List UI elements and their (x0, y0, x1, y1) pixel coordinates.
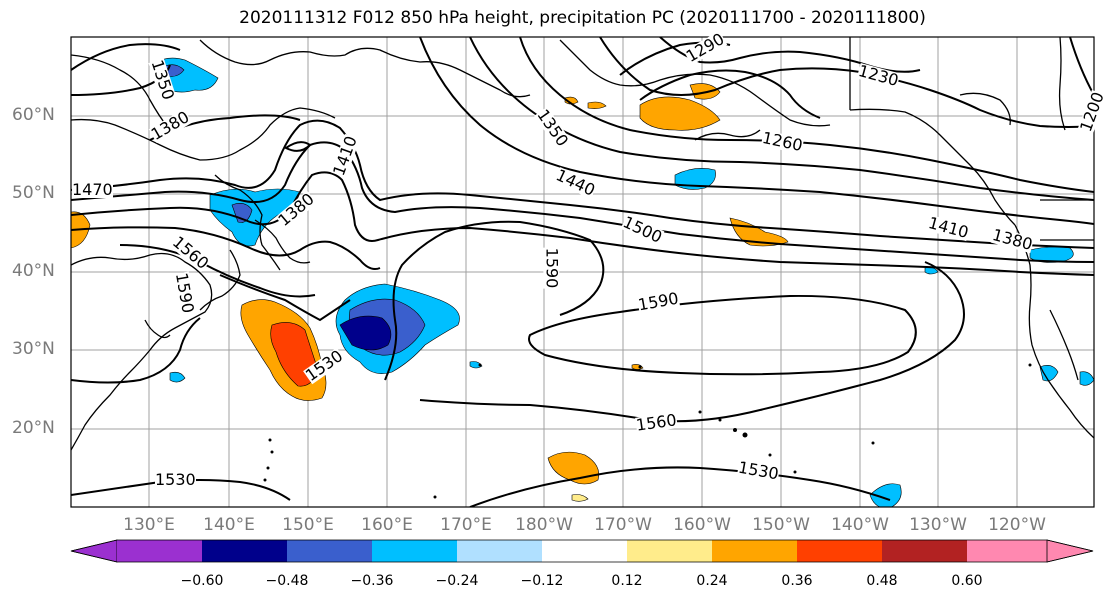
contour-label: 1380 (147, 107, 193, 144)
islands (263, 363, 1032, 499)
lon-label: 150°W (752, 515, 810, 535)
lon-label: 130°E (123, 515, 175, 535)
colorbar-tick-label: 0.12 (611, 573, 643, 589)
lat-label: 50°N (12, 183, 55, 203)
contour-label: 1290 (682, 29, 728, 66)
contour-label: 1560 (168, 232, 213, 273)
colorbar-tick-label: 0.60 (951, 573, 983, 589)
lon-label: 170°W (594, 515, 652, 535)
lon-label: 120°W (988, 515, 1046, 535)
contour-label: 1530 (301, 346, 347, 386)
contour-label: 1380 (990, 225, 1035, 254)
colorbar-bin (372, 540, 457, 562)
contour-label: 1470 (72, 180, 113, 199)
lon-label: 180°W (515, 515, 573, 535)
colorbar-tick-label: −0.24 (435, 573, 479, 589)
contour-label: 1590 (636, 288, 680, 315)
precip-negative-shading (153, 57, 1094, 507)
colorbar-bin (117, 540, 202, 562)
lat-label: 20°N (12, 418, 55, 438)
lon-label: 140°E (203, 515, 255, 535)
contour-label: 1230 (856, 61, 901, 90)
colorbar-bin (627, 540, 712, 562)
contour-label: 1410 (328, 133, 361, 179)
contour-label: 1440 (553, 165, 599, 200)
lon-label: 170°E (440, 515, 492, 535)
colorbar-tick-label: −0.12 (520, 573, 564, 589)
lon-label: 130°W (909, 515, 967, 535)
colorbar-tick-label: 0.48 (866, 573, 898, 589)
contour-label: 1260 (760, 127, 805, 156)
lat-label: 30°N (12, 339, 55, 359)
colorbar-bin (967, 540, 1047, 562)
lat-label: 40°N (12, 261, 55, 281)
contour-label: 1350 (533, 105, 573, 150)
lon-label: 140°W (831, 515, 889, 535)
contour-label: 1560 (634, 410, 678, 435)
colorbar-bin (882, 540, 967, 562)
colorbar-bin (287, 540, 372, 562)
contour-label: 1200 (1075, 89, 1105, 135)
colorbar-tick-label: −0.60 (180, 573, 224, 589)
colorbar-bin (712, 540, 797, 562)
lon-label: 160°E (361, 515, 413, 535)
map-title: 2020111312 F012 850 hPa height, precipit… (239, 8, 926, 28)
contour-label: 1590 (542, 247, 562, 289)
colorbar-bin (797, 540, 882, 562)
colorbar-tick-label: −0.36 (350, 573, 394, 589)
contour-label: 1410 (926, 213, 971, 242)
colorbar-tick-label: 0.36 (781, 573, 813, 589)
colorbar-bin (202, 540, 287, 562)
colorbar-bin (457, 540, 542, 562)
contour-label: 1590 (171, 271, 198, 315)
lat-label: 60°N (12, 105, 55, 125)
colorbar-bin (542, 540, 627, 562)
colorbar (70, 539, 1094, 563)
coastlines (71, 37, 1094, 451)
contour-label: 1350 (147, 57, 179, 103)
contour-label: 1380 (274, 189, 318, 230)
colorbar-tick-label: −0.48 (265, 573, 309, 589)
map-frame (70, 36, 1095, 508)
lon-label: 160°W (673, 515, 731, 535)
lon-label: 150°E (282, 515, 334, 535)
colorbar-tick-label: 0.24 (696, 573, 728, 589)
contour-label: 1530 (736, 457, 781, 484)
contour-label: 1500 (620, 212, 666, 247)
contour-label: 1530 (155, 470, 196, 489)
